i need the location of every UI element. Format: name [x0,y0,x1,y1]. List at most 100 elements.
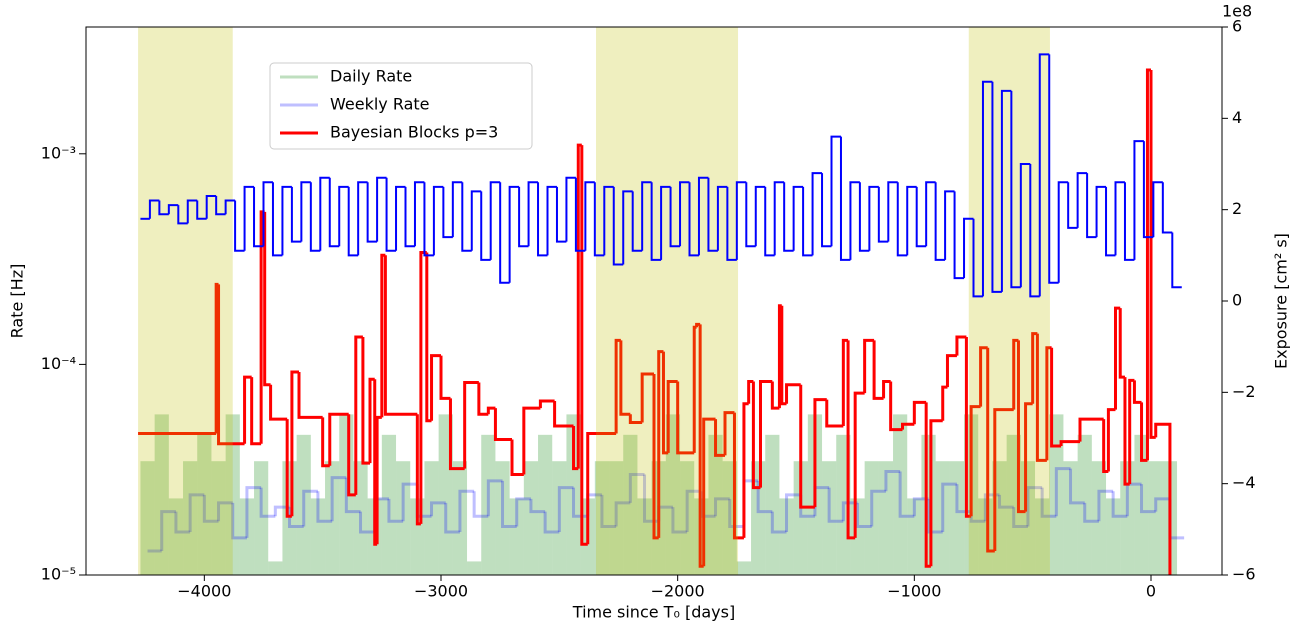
weekly-rate-step [529,498,546,514]
bayesian-block [553,401,574,428]
exposure-step [679,181,690,247]
weekly-rate-step [472,491,489,518]
bayesian-block [1045,346,1052,461]
bayesian-block [628,414,643,424]
exposure-step [385,177,397,252]
bayesian-block [1031,332,1038,404]
weekly-rate-step [941,482,957,533]
weekly-rate-step [359,511,375,534]
exposure-step [357,181,368,256]
exposure-step [451,181,463,238]
weekly-rate-step [1140,484,1156,514]
exposure-step [186,199,198,224]
exposure-step [423,182,434,257]
daily-rate-bar [864,461,879,575]
weekly-rate-step [259,487,276,518]
daily-rate-bar [495,461,510,575]
bayesian-block [217,284,245,446]
x-tick-label: 0 [1146,582,1156,601]
exposure-step [783,182,794,252]
daily-rate-bar [154,414,169,575]
exposure-step [442,186,453,239]
bayesian-block [676,381,695,455]
weekly-rate-step [870,489,886,527]
exposure-step [480,191,491,261]
daily-rate-bar [1148,461,1163,575]
exposure-step [991,81,1002,293]
daily-rate-bar [396,461,411,575]
weekly-rate-step [714,497,730,517]
y2-tick-label: −2 [1232,382,1256,401]
exposure-step [565,176,576,242]
bayesian-block [714,419,725,457]
weekly-rate-step [770,511,787,534]
bayesian-block [813,398,827,508]
daily-rate-bar [225,414,240,575]
exposure-step [1029,164,1040,298]
exposure-step [1133,140,1144,260]
y-tick-label: 10⁻³ [41,143,76,162]
exposure-step [224,199,236,215]
y2-axis-label: Exposure [cm² s] [1272,233,1291,369]
exposure-step [622,190,633,265]
weekly-rate-step [728,498,744,528]
weekly-rate-step [245,486,262,538]
exposure-step [470,190,482,251]
shade-layer [138,27,1050,575]
exposure-step [177,205,188,225]
x-tick-label: −1000 [887,582,941,601]
weekly-rate-step [188,493,205,533]
bayesian-block [770,381,780,410]
y2-offset-label: 1e8 [1222,2,1252,21]
bayesian-block [380,253,386,418]
bayesian-block [538,399,555,409]
weekly-rate-step [160,510,176,552]
daily-rate-bar [1049,414,1064,575]
bayesian-block [1132,380,1142,404]
bayesian-block [522,406,541,475]
exposure-step [262,181,273,247]
daily-rate-bar [680,461,695,575]
bayesian-block [1106,408,1116,472]
daily-rate-bar [878,461,894,575]
exposure-step [1161,182,1173,234]
bayesian-block [614,338,621,434]
x-tick-label: −3000 [414,582,468,601]
bayesian-block [742,402,749,538]
daily-rate-bar [935,461,950,575]
weekly-rate-step [217,501,233,522]
weekly-rate-step [344,477,361,514]
exposure-step [1105,186,1116,257]
weekly-rate-step [898,471,915,518]
bayesian-block [695,322,701,328]
bayesian-block [969,405,981,517]
daily-rate-bar [168,498,184,575]
exposure-step [1048,54,1059,284]
bayesian-block [841,338,849,426]
daily-rate-bar [665,414,681,575]
bayesian-block [214,282,219,434]
bayesian-block [375,415,382,545]
daily-rate-bar [1106,498,1121,575]
weekly-rate-step [316,491,333,523]
y-tick-label: 10⁻⁴ [41,354,76,373]
weekly-rate-step [1012,507,1028,528]
daily-rate-bar [594,461,610,575]
weekly-rate-step [174,511,191,534]
exposure-step [877,186,889,243]
exposure-step [574,177,586,252]
exposure-step [1142,141,1154,239]
exposure-step [300,181,311,242]
exposure-step [376,176,387,242]
weekly-rate-step [1026,486,1043,527]
exposure-step [338,185,349,247]
bayesian-block [732,412,744,540]
exposure-step [527,181,539,247]
exposure-step [981,80,993,297]
exposure-step [167,204,179,215]
weekly-rate-step [202,494,219,523]
bayesian-block [1118,308,1125,379]
exposure-step [821,173,832,248]
exposure-step [868,185,879,251]
bayesian-block [941,385,948,421]
